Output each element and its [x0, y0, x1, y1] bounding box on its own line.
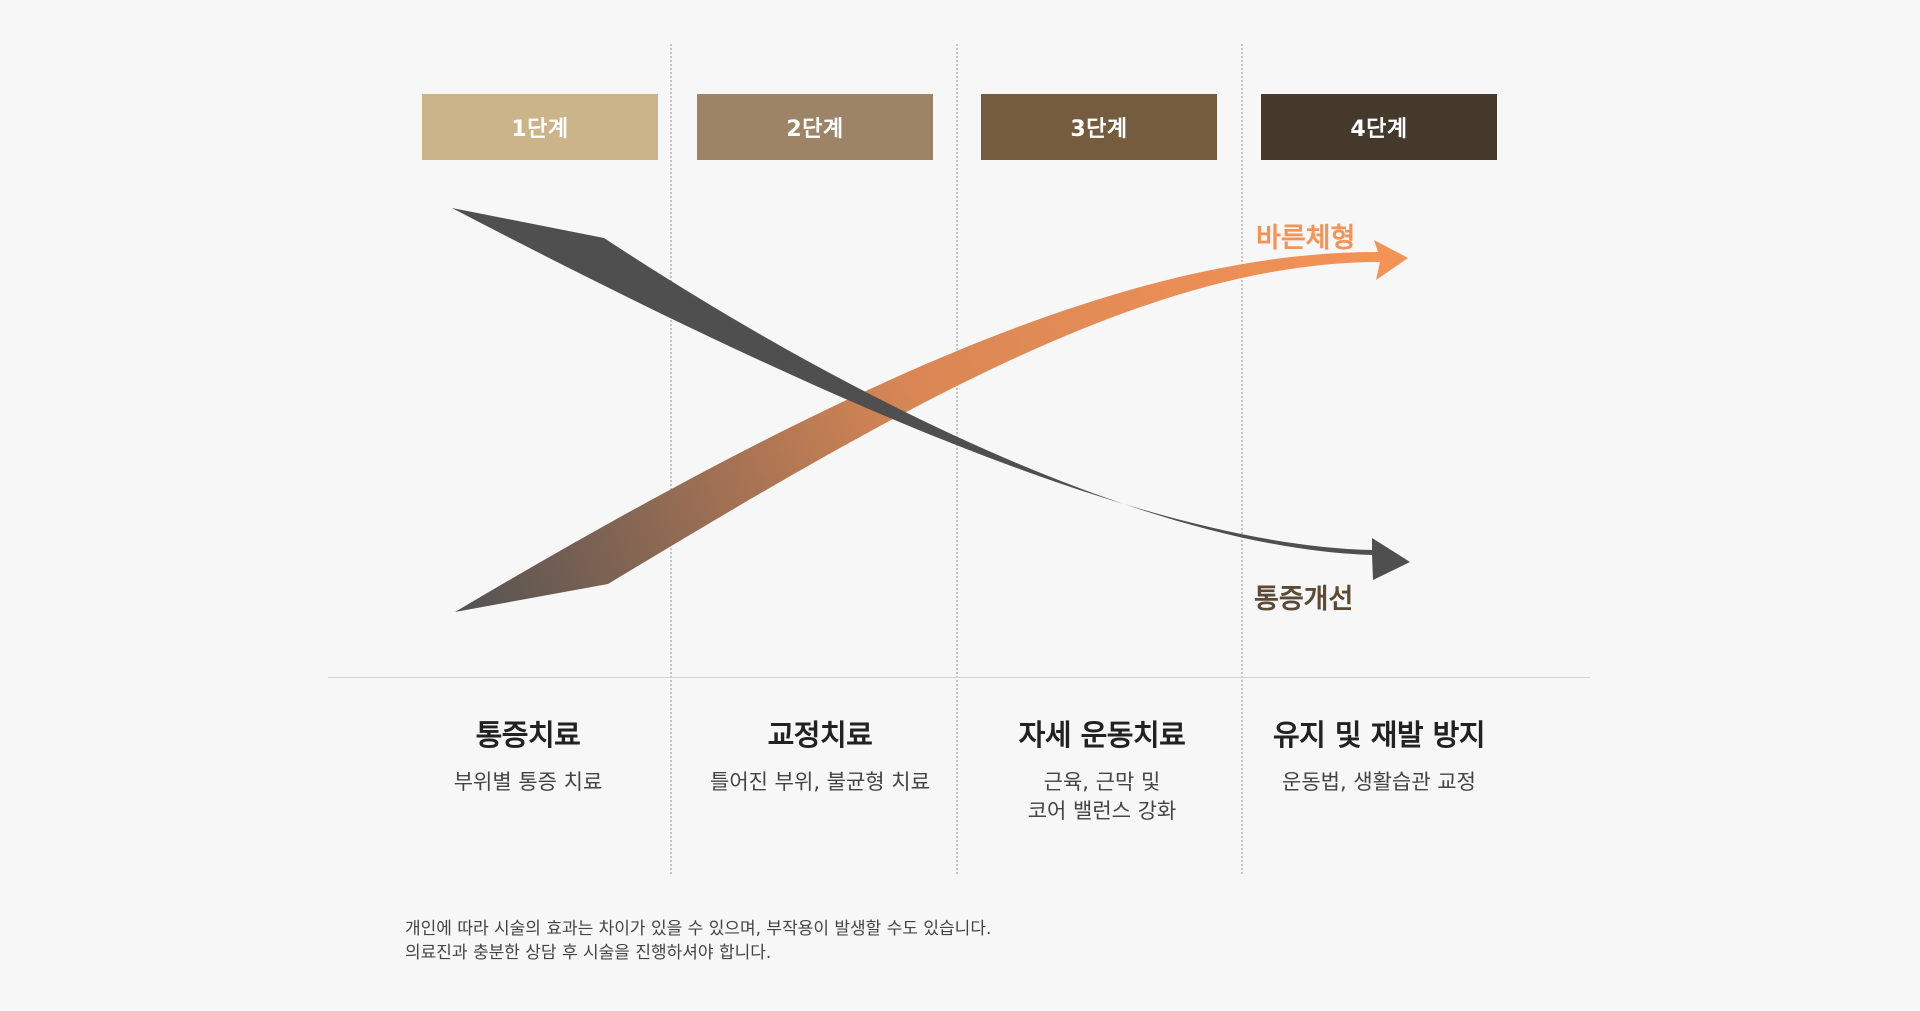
stage-3-detail-line-1: 근육, 근막 및 [1043, 770, 1161, 794]
stage-3-description: 자세 운동치료 근육, 근막 및 코어 밸런스 강화 [959, 712, 1245, 826]
pain-reduction-arrow [452, 208, 1410, 580]
posture-improvement-arrow [455, 240, 1408, 612]
stage-2-label: 2단계 [697, 94, 933, 160]
stage-1-detail: 부위별 통증 치료 [453, 770, 603, 794]
stage-2-description: 교정치료 틀어진 부위, 불균형 치료 [677, 712, 963, 797]
stage-4-detail: 운동법, 생활습관 교정 [1282, 770, 1476, 794]
disclaimer-line-2: 의료진과 충분한 상담 후 시술을 진행하셔야 합니다. [405, 943, 772, 963]
stage-3-label: 3단계 [981, 94, 1217, 160]
column-divider [670, 44, 672, 874]
posture-curve-label: 바른체형 [1256, 223, 1356, 254]
stage-3-detail-line-2: 코어 밸런스 강화 [1027, 799, 1177, 823]
stage-4-title: 유지 및 재발 방지 [1272, 718, 1486, 752]
stage-4-description: 유지 및 재발 방지 운동법, 생활습관 교정 [1236, 712, 1522, 797]
disclaimer-notice: 개인에 따라 시술의 효과는 차이가 있을 수 있으며, 부작용이 발생할 수도… [405, 917, 991, 965]
stage-2-detail: 틀어진 부위, 불균형 치료 [710, 770, 930, 794]
baseline-divider [328, 677, 1590, 678]
pain-curve-label: 통증개선 [1254, 584, 1354, 615]
stage-1-label: 1단계 [422, 94, 658, 160]
stage-4-label: 4단계 [1261, 94, 1497, 160]
column-divider [956, 44, 958, 874]
stage-1-description: 통증치료 부위별 통증 치료 [385, 712, 671, 797]
stage-3-title: 자세 운동치료 [1018, 718, 1186, 752]
stage-2-title: 교정치료 [767, 718, 873, 752]
column-divider [1241, 44, 1243, 874]
disclaimer-line-1: 개인에 따라 시술의 효과는 차이가 있을 수 있으며, 부작용이 발생할 수도… [405, 919, 992, 939]
stage-1-title: 통증치료 [475, 718, 581, 752]
